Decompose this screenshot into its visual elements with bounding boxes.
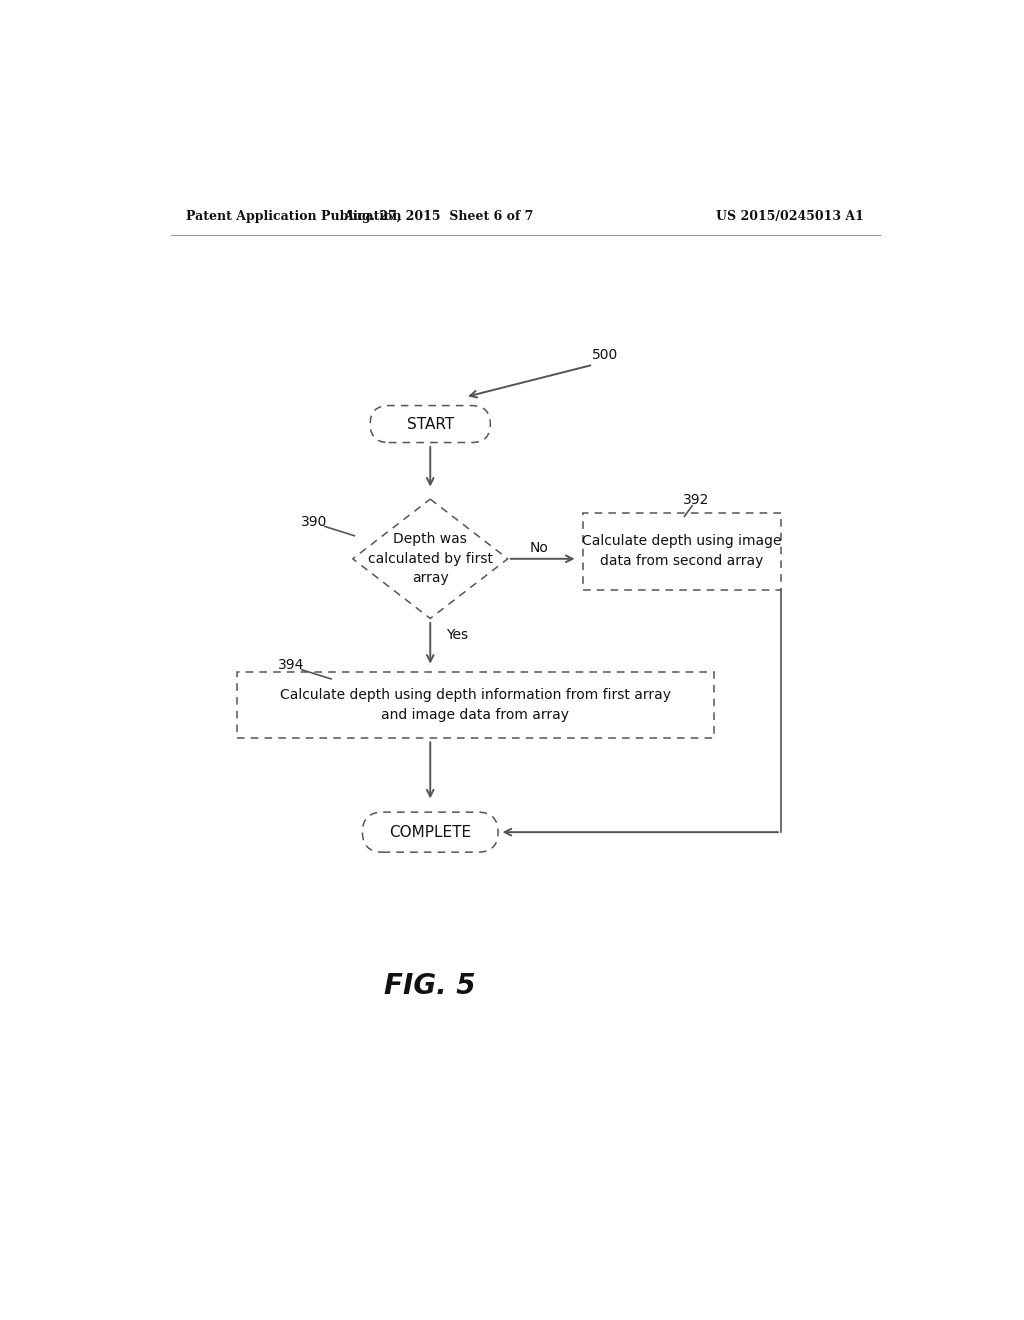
Text: Aug. 27, 2015  Sheet 6 of 7: Aug. 27, 2015 Sheet 6 of 7 [343, 210, 534, 223]
Text: Depth was
calculated by first
array: Depth was calculated by first array [368, 532, 493, 585]
Text: No: No [529, 541, 548, 554]
Text: US 2015/0245013 A1: US 2015/0245013 A1 [717, 210, 864, 223]
Text: Calculate depth using depth information from first array
and image data from arr: Calculate depth using depth information … [280, 688, 671, 722]
Text: FIG. 5: FIG. 5 [384, 972, 476, 1001]
Text: Yes: Yes [445, 628, 468, 643]
Text: START: START [407, 417, 454, 432]
Text: 394: 394 [278, 659, 304, 672]
Text: Calculate depth using image
data from second array: Calculate depth using image data from se… [583, 535, 782, 568]
Text: COMPLETE: COMPLETE [389, 825, 471, 840]
Text: Patent Application Publication: Patent Application Publication [186, 210, 401, 223]
Text: 500: 500 [592, 347, 617, 362]
Text: 392: 392 [683, 492, 710, 507]
Text: 390: 390 [301, 515, 328, 529]
